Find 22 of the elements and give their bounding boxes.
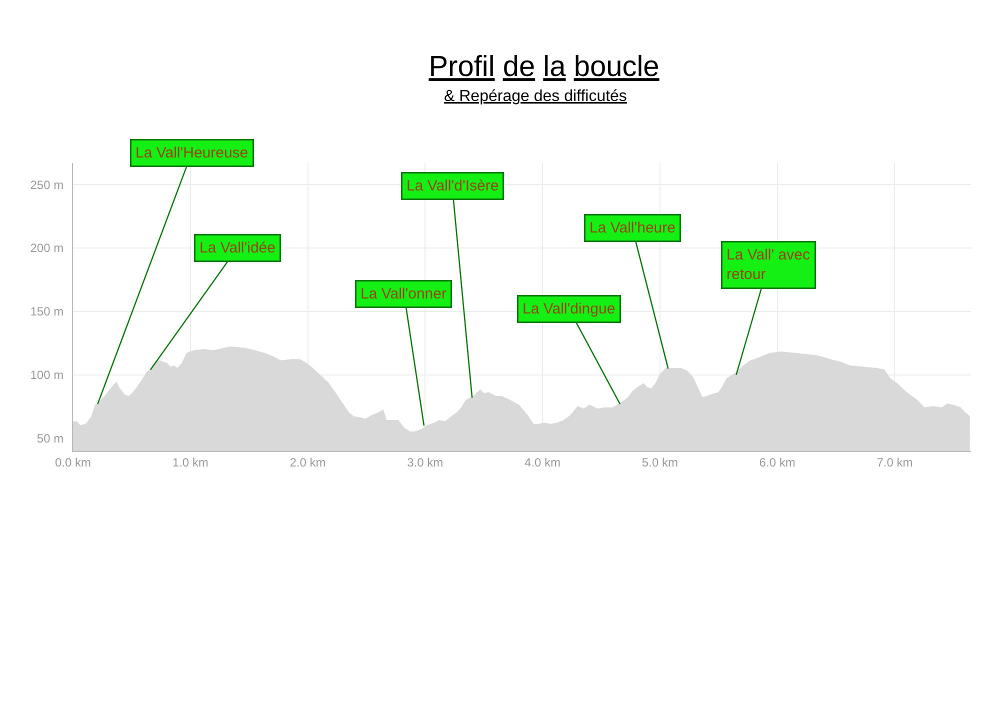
y-tick-label: 50 m <box>36 432 64 446</box>
x-tick-label: 6.0 km <box>759 455 796 470</box>
x-tick-label: 7.0 km <box>876 455 913 470</box>
chart-subtitle: & Repérage des difficutés <box>444 88 627 105</box>
chart-title: Profil de la boucle <box>428 51 660 84</box>
annotation: La Vall'dingue <box>522 300 616 318</box>
y-tick-label: 150 m <box>30 304 64 319</box>
annotation: La Vall'heure <box>590 220 676 236</box>
x-tick-label: 0.0 km <box>54 455 92 470</box>
x-tick-label: 5.0 km <box>642 455 678 470</box>
annotation: La Vall'd'Isère <box>406 178 499 194</box>
x-tick-label: 1.0 km <box>172 455 208 470</box>
y-tick-label: 200 m <box>30 241 64 256</box>
x-tick-label: 4.0 km <box>524 455 561 470</box>
annotation: La Vall' avec retour <box>726 246 810 283</box>
x-tick-label: 2.0 km <box>290 455 326 470</box>
y-tick-label: 100 m <box>30 368 64 382</box>
y-tick-label: 250 m <box>30 178 64 192</box>
annotation: La Vall'Heureuse <box>136 144 248 162</box>
annotation: La Vall'onner <box>360 286 446 302</box>
annotation: La Vall'idée <box>200 240 276 256</box>
x-tick-label: 3.0 km <box>407 455 444 470</box>
